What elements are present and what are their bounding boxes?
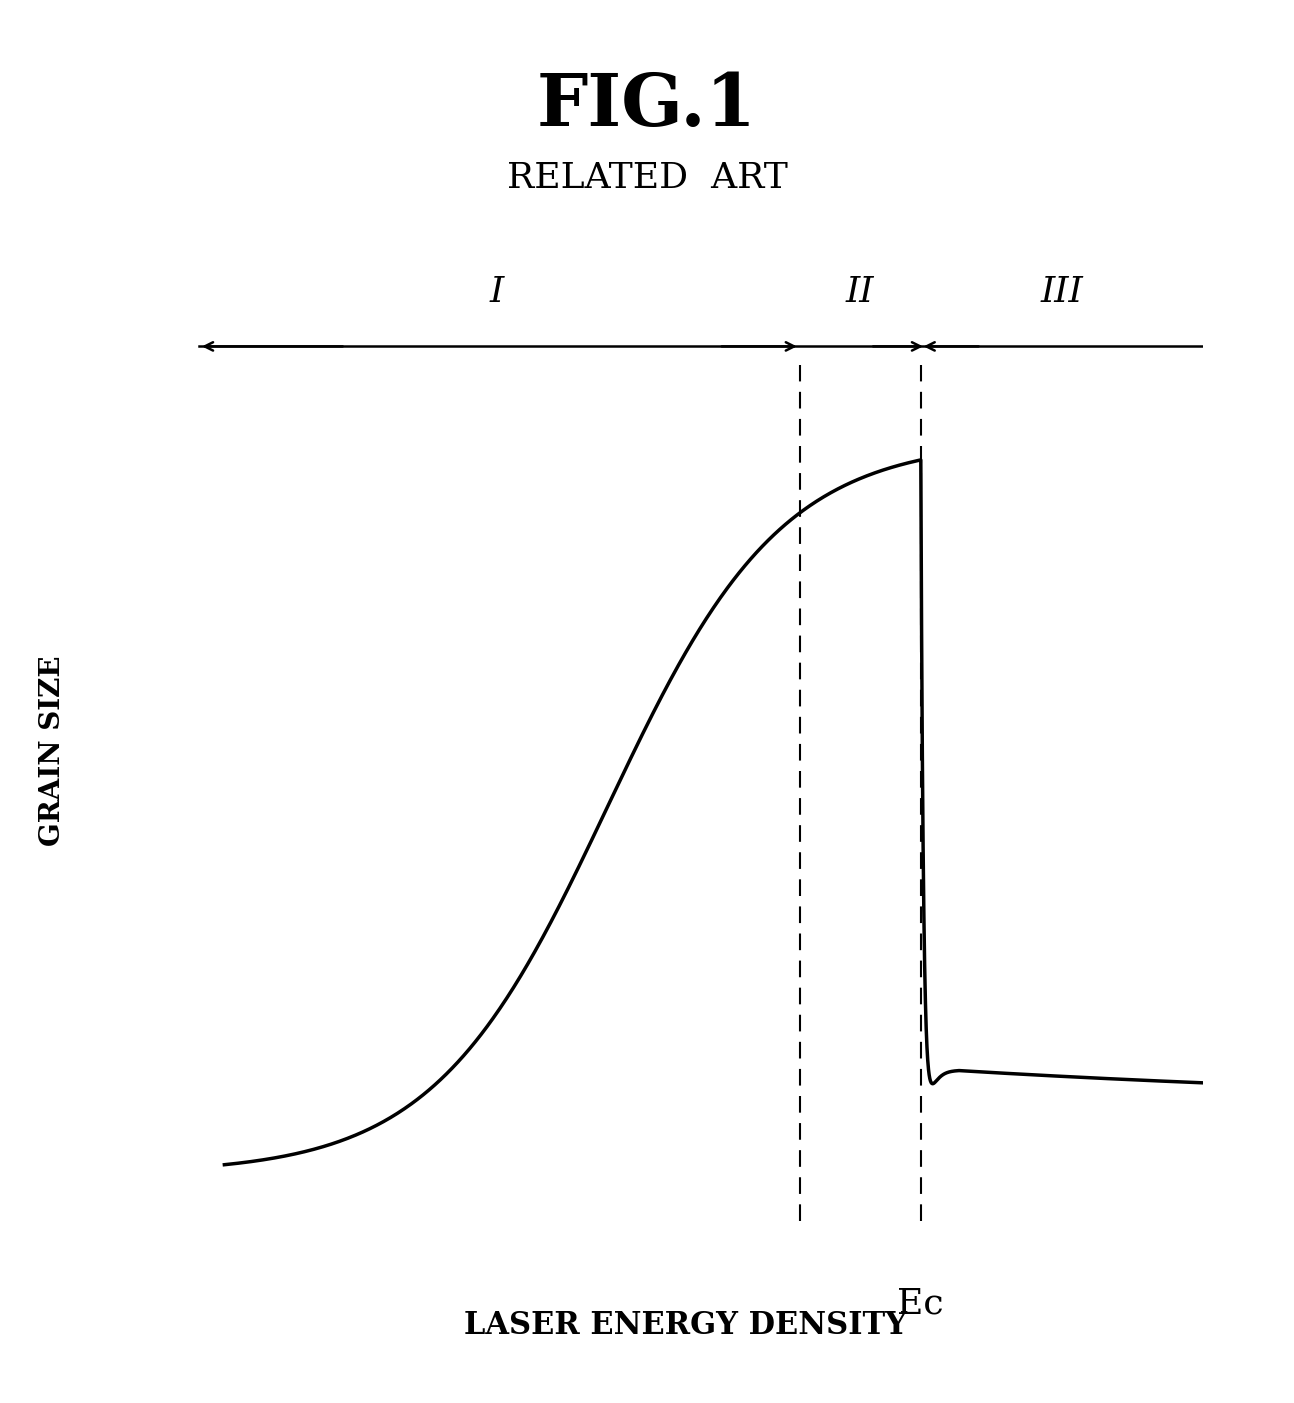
Text: II: II — [846, 275, 875, 309]
Text: GRAIN SIZE: GRAIN SIZE — [39, 655, 66, 846]
Text: RELATED  ART: RELATED ART — [506, 161, 788, 195]
Text: FIG.1: FIG.1 — [537, 70, 757, 142]
Text: LASER ENERGY DENSITY: LASER ENERGY DENSITY — [465, 1310, 907, 1341]
Text: Ec: Ec — [898, 1287, 945, 1320]
Text: I: I — [489, 275, 505, 309]
Text: III: III — [1040, 275, 1083, 309]
